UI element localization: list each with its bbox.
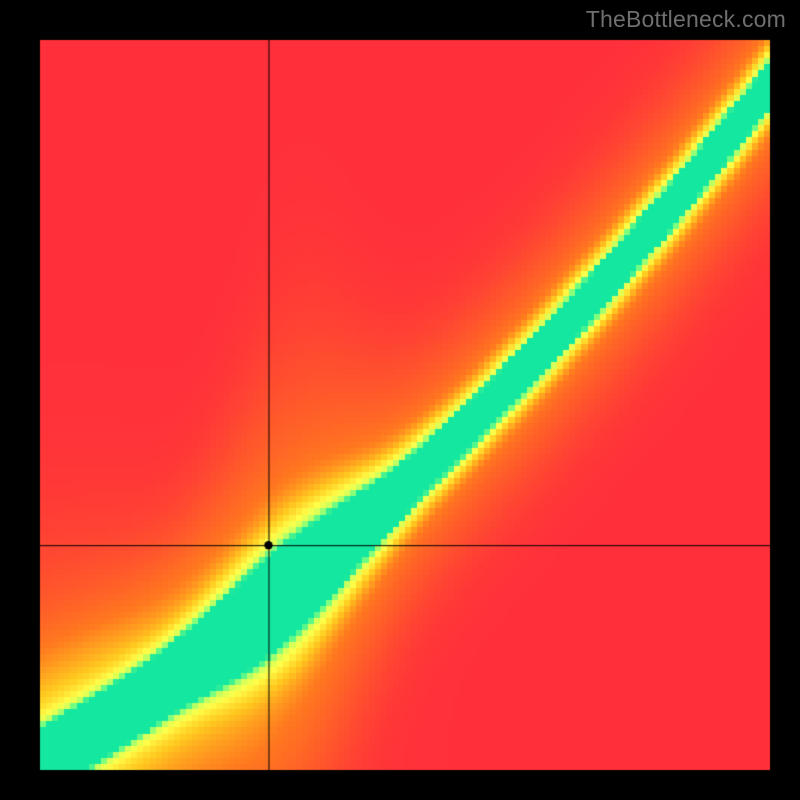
watermark-label: TheBottleneck.com [586, 6, 786, 33]
chart-container: TheBottleneck.com [0, 0, 800, 800]
heatmap-canvas [0, 0, 800, 800]
